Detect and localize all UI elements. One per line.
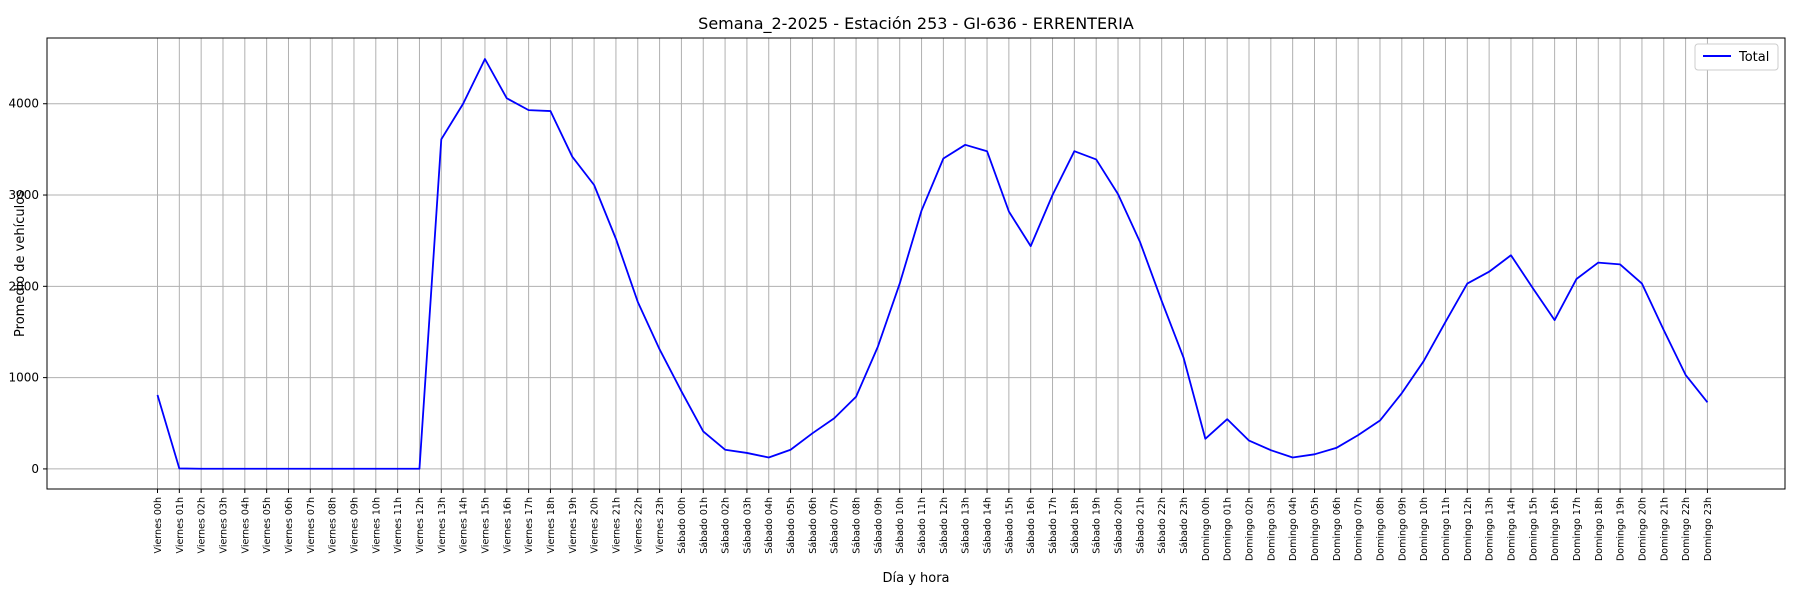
x-tick-label: Viernes 00h (153, 497, 164, 553)
x-tick-label: Sábado 04h (764, 497, 775, 554)
chart-title: Semana_2-2025 - Estación 253 - GI-636 - … (698, 14, 1134, 34)
x-tick-label: Viernes 12h (415, 497, 426, 553)
x-tick-label: Domingo 01h (1223, 497, 1234, 561)
x-tick-label: Sábado 16h (1026, 497, 1037, 554)
legend-box (1694, 43, 1779, 71)
x-tick-label: Sábado 13h (961, 497, 972, 554)
x-tick-label: Viernes 14h (459, 497, 470, 553)
y-tick-label: 3000 (8, 188, 39, 202)
x-tick-label: Viernes 03h (218, 497, 229, 553)
x-tick-label: Sábado 11h (917, 497, 928, 554)
x-tick-label: Viernes 10h (371, 497, 382, 553)
x-tick-label: Viernes 13h (437, 497, 448, 553)
y-axis-label: Promedio de vehículos (13, 190, 28, 337)
x-tick-label: Viernes 18h (546, 497, 557, 553)
x-tick-label: Domingo 17h (1572, 497, 1583, 561)
x-tick-label: Domingo 16h (1550, 497, 1561, 561)
x-tick-label: Viernes 07h (306, 497, 317, 553)
x-tick-label: Domingo 20h (1637, 497, 1648, 561)
x-tick-label: Domingo 11h (1441, 497, 1452, 561)
x-tick-label: Viernes 23h (655, 497, 666, 553)
x-tick-label: Domingo 04h (1288, 497, 1299, 561)
x-tick-label: Domingo 06h (1332, 497, 1343, 561)
x-tick-label: Domingo 02h (1245, 497, 1256, 561)
series-line-total (156, 58, 1709, 470)
y-tick-label: 2000 (8, 279, 39, 293)
x-tick-label: Domingo 18h (1594, 497, 1605, 561)
x-tick-label: Sábado 23h (1179, 497, 1190, 554)
x-tick-label: Sábado 17h (1048, 497, 1059, 554)
x-tick-label: Sábado 15h (1004, 497, 1015, 554)
x-tick-label: Domingo 03h (1266, 497, 1277, 561)
x-tick-label: Viernes 22h (633, 497, 644, 553)
x-tick-label: Domingo 19h (1616, 497, 1627, 561)
x-tick-label: Domingo 14h (1506, 497, 1517, 561)
x-tick-label: Viernes 11h (393, 497, 404, 553)
x-tick-label: Viernes 19h (568, 497, 579, 553)
x-tick-label: Viernes 01h (175, 497, 186, 553)
y-tick-label: 1000 (8, 371, 39, 385)
x-tick-label: Viernes 20h (590, 497, 601, 553)
x-tick-label: Viernes 09h (349, 497, 360, 553)
x-tick-label: Sábado 20h (1114, 497, 1125, 554)
x-tick-label: Sábado 03h (742, 497, 753, 554)
x-tick-label: Sábado 06h (808, 497, 819, 554)
x-tick-label: Sábado 12h (939, 497, 950, 554)
x-tick-label: Sábado 21h (1135, 497, 1146, 554)
x-tick-label: Domingo 12h (1463, 497, 1474, 561)
y-tick-label: 4000 (8, 97, 39, 111)
x-tick-label: Viernes 08h (328, 497, 339, 553)
x-tick-label: Viernes 06h (284, 497, 295, 553)
x-tick-label: Sábado 02h (721, 497, 732, 554)
x-tick-label: Sábado 05h (786, 497, 797, 554)
x-tick-label: Domingo 13h (1485, 497, 1496, 561)
x-tick-label: Sábado 00h (677, 497, 688, 554)
x-tick-label: Domingo 21h (1659, 497, 1670, 561)
x-tick-label: Domingo 22h (1681, 497, 1692, 561)
x-tick-label: Sábado 19h (1092, 497, 1103, 554)
x-tick-label: Viernes 04h (240, 497, 251, 553)
x-tick-label: Viernes 15h (480, 497, 491, 553)
x-axis: Viernes 00h Viernes 01h Viernes 02h Viernes… (153, 489, 1714, 561)
plot-frame (46, 37, 1786, 490)
x-tick-label: Domingo 00h (1201, 497, 1212, 561)
legend-entry-total: Total (1738, 50, 1769, 65)
x-tick-label: Sábado 09h (873, 497, 884, 554)
x-tick-label: Domingo 08h (1375, 497, 1386, 561)
x-tick-label: Sábado 07h (830, 497, 841, 554)
x-tick-label: Viernes 02h (197, 497, 208, 553)
grid (47, 38, 1785, 489)
x-tick-label: Domingo 07h (1354, 497, 1365, 561)
x-axis-label: Día y hora (882, 571, 949, 586)
x-tick-label: Domingo 05h (1310, 497, 1321, 561)
y-axis: 0 1000 2000 3000 4000 (8, 97, 47, 476)
x-tick-label: Domingo 23h (1703, 497, 1714, 561)
x-tick-label: Viernes 16h (502, 497, 513, 553)
x-tick-label: Viernes 17h (524, 497, 535, 553)
legend: Total (1694, 43, 1779, 71)
series-layer (156, 58, 1709, 470)
x-tick-label: Sábado 14h (983, 497, 994, 554)
y-tick-label: 0 (31, 462, 39, 476)
plot-area (47, 38, 1785, 489)
x-tick-label: Viernes 21h (611, 497, 622, 553)
x-tick-label: Domingo 15h (1528, 497, 1539, 561)
x-tick-label: Domingo 09h (1397, 497, 1408, 561)
x-tick-label: Sábado 10h (895, 497, 906, 554)
x-tick-label: Sábado 08h (852, 497, 863, 554)
x-tick-label: Sábado 01h (699, 497, 710, 554)
x-tick-label: Viernes 05h (262, 497, 273, 553)
x-tick-label: Sábado 22h (1157, 497, 1168, 554)
x-tick-label: Domingo 10h (1419, 497, 1430, 561)
x-tick-label: Sábado 18h (1070, 497, 1081, 554)
